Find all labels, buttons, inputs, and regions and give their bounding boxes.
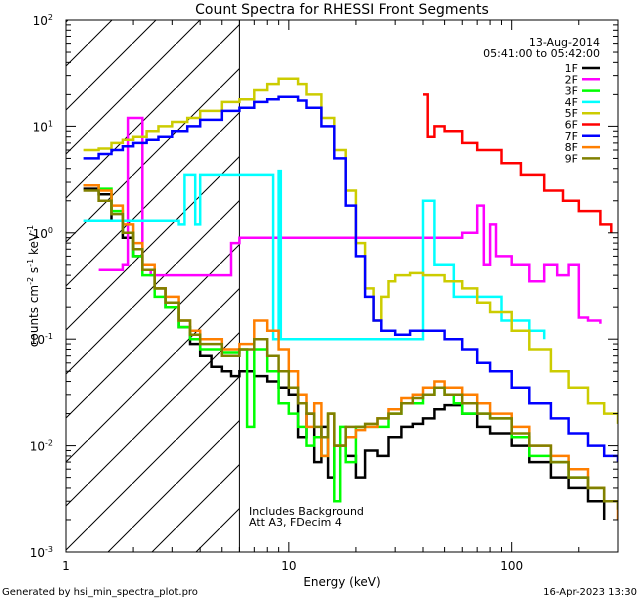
series-line-7F bbox=[83, 95, 618, 463]
legend-label-4F: 4F bbox=[565, 96, 578, 109]
hatched-region bbox=[66, 20, 240, 552]
x-tick-label-10: 10 bbox=[281, 559, 296, 573]
plot-frame bbox=[65, 19, 619, 553]
y-tick-label-1e-1: 10-1 bbox=[30, 332, 53, 347]
series-line-2F bbox=[98, 116, 602, 324]
note-attenuator: Att A3, FDecim 4 bbox=[249, 516, 342, 529]
legend-label-7F: 7F bbox=[565, 130, 578, 143]
axis-ticks bbox=[65, 19, 619, 553]
legend-label-9F: 9F bbox=[565, 152, 578, 165]
legend-label-6F: 6F bbox=[565, 119, 578, 132]
legend-label-5F: 5F bbox=[565, 107, 578, 120]
y-tick-label-1e-2: 10-2 bbox=[30, 439, 53, 454]
footer-generated-by: Generated by hsi_min_spectra_plot.pro bbox=[2, 587, 198, 598]
y-tick-label-1e1: 101 bbox=[33, 119, 53, 134]
time-range: 05:41:00 to 05:42:00 bbox=[483, 47, 600, 60]
x-tick-label-100: 100 bbox=[500, 559, 523, 573]
series-line-9F bbox=[83, 189, 618, 510]
chart-title: Count Spectra for RHESSI Front Segments bbox=[195, 2, 489, 18]
y-tick-label-1e2: 102 bbox=[33, 13, 53, 28]
y-tick-label-1e-3: 10-3 bbox=[30, 545, 53, 560]
footer-timestamp: 16-Apr-2023 13:30 bbox=[543, 587, 637, 598]
x-tick-label-1: 1 bbox=[62, 559, 70, 573]
legend-label-1F: 1F bbox=[565, 62, 578, 75]
y-axis-label: counts cm-2 s-1 keV-1 bbox=[26, 225, 41, 347]
series-line-6F bbox=[423, 93, 613, 233]
series-layer bbox=[83, 77, 618, 520]
y-tick-label-1e0: 100 bbox=[33, 226, 53, 241]
legend-label-8F: 8F bbox=[565, 141, 578, 154]
legend-label-2F: 2F bbox=[565, 73, 578, 86]
legend-label-3F: 3F bbox=[565, 85, 578, 98]
x-tick-labels: 1 10 100 bbox=[62, 559, 523, 573]
series-line-4F bbox=[83, 169, 546, 341]
y-tick-labels: 10-3 10-2 10-1 100 101 102 bbox=[30, 13, 53, 560]
observation-date: 13-Aug-2014 bbox=[529, 36, 600, 49]
x-axis-label: Energy (keV) bbox=[303, 575, 380, 589]
note-includes-background: Includes Background bbox=[249, 505, 364, 518]
